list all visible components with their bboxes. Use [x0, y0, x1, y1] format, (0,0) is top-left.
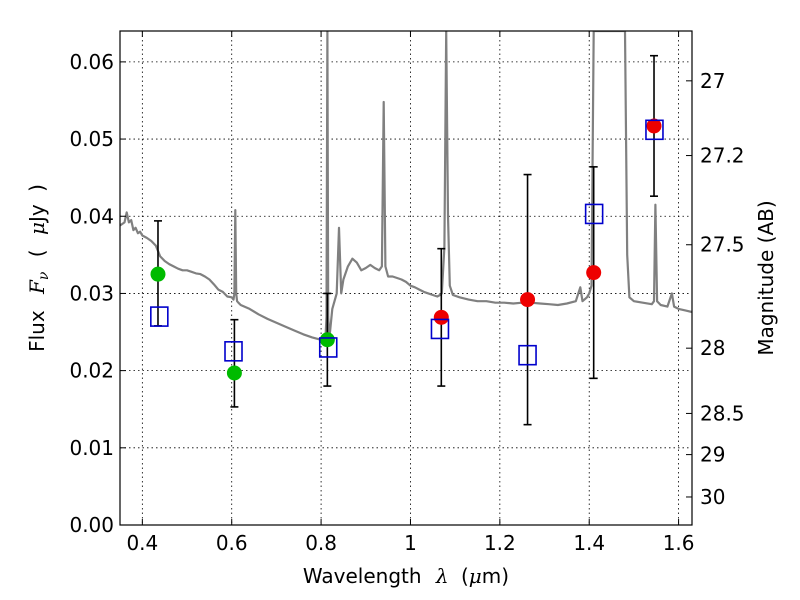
y-tick-label: 0.05 — [69, 127, 114, 151]
y2-tick-label: 28.5 — [700, 401, 745, 425]
model-square-point — [518, 344, 537, 366]
spectrum-layer — [120, 31, 692, 341]
red-data-point — [520, 292, 536, 308]
y2-tick-label: 27.2 — [700, 144, 745, 168]
x-tick-label: 0.4 — [126, 531, 158, 555]
x-axis-unit-mu: μ — [469, 564, 482, 588]
x-axis-unit-open: ( — [461, 564, 469, 588]
y-axis-unit-mu: μ — [25, 222, 49, 235]
red-data-point — [586, 265, 602, 281]
spectrum-line — [120, 31, 692, 341]
y-axis-title-text: Flux — [25, 310, 49, 352]
red-data-point — [646, 118, 662, 134]
y-axis-symbol-sub: ν — [36, 271, 52, 280]
x-tick-label: 0.8 — [305, 531, 337, 555]
y-axis-title: Flux Fν ( μJy ) — [25, 184, 53, 352]
x-tick-label: 1.4 — [573, 531, 605, 555]
model-square-point — [150, 306, 169, 327]
errorbar-layer — [153, 54, 659, 426]
y-tick-label: 0.01 — [69, 436, 114, 460]
x-tick-label: 0.6 — [216, 531, 248, 555]
y-tick-label: 0.06 — [69, 50, 114, 74]
plot-frame — [119, 30, 693, 526]
squares-layer — [150, 119, 664, 366]
y2-tick-label: 27 — [700, 69, 725, 93]
y-axis-symbol: F — [25, 279, 49, 295]
x-tick-label: 1.2 — [484, 531, 516, 555]
y-tick-label: 0.04 — [69, 204, 114, 228]
y2-tick-label: 29 — [700, 443, 725, 467]
green-data-point — [226, 365, 242, 381]
x-axis-unit-rest: m) — [482, 564, 509, 588]
model-square-point — [584, 203, 604, 225]
model-square-point — [318, 337, 338, 358]
y-axis-unit-rest: Jy — [25, 204, 49, 224]
x-axis-title-text: Wavelength — [303, 564, 422, 588]
model-square-point — [224, 341, 243, 362]
y2-tick-label: 27.5 — [700, 233, 745, 257]
green-data-point — [150, 266, 166, 282]
y-tick-label: 0.00 — [69, 513, 114, 537]
green-data-point — [319, 332, 335, 348]
red-data-point — [433, 309, 449, 325]
x-axis-symbol: λ — [435, 564, 449, 588]
points-layer — [150, 118, 662, 381]
y-axis-paren-open: ( — [25, 249, 49, 257]
model-square-point — [645, 119, 664, 141]
x-axis-title: Wavelength λ (μm) — [303, 564, 509, 588]
y-axis-paren-close: ) — [25, 184, 49, 192]
y2-axis-title: Magnitude (AB) — [754, 200, 778, 355]
y-tick-label: 0.03 — [69, 281, 114, 305]
x-tick-label: 1.6 — [663, 531, 695, 555]
model-square-point — [430, 318, 450, 340]
ticks-layer: 0.4 0.6 0.8 1 1.2 1.4 1.6 0.00 0.01 0.02 0.03 0.04 0… — [69, 31, 745, 555]
y2-tick-label: 30 — [700, 485, 725, 509]
y2-tick-label: 28 — [700, 336, 725, 360]
y-tick-label: 0.02 — [69, 359, 114, 383]
x-tick-label: 1 — [404, 531, 417, 555]
